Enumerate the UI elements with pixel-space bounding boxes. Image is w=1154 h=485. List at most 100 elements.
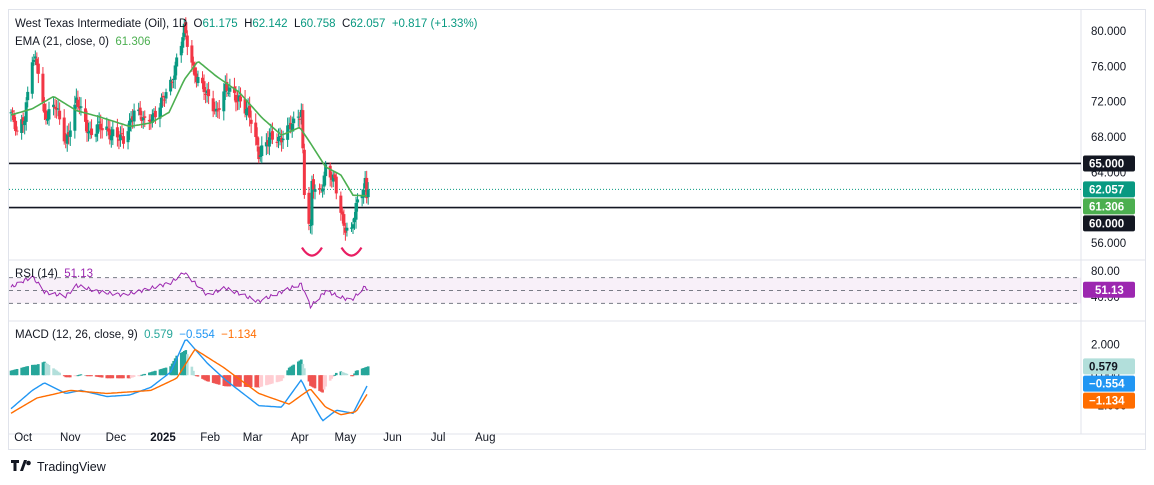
candle-body	[216, 110, 220, 112]
candle-body	[249, 119, 253, 124]
candle-body	[42, 104, 46, 113]
candle-body	[33, 56, 37, 59]
macd-hist-bar	[216, 375, 220, 385]
macd-legend: MACD (12, 26, close, 9) 0.579 −0.554 −1.…	[15, 328, 257, 342]
macd-hist-bar	[245, 375, 248, 387]
price-axis-tick: 68.000	[1091, 132, 1126, 144]
candle-body	[161, 95, 165, 98]
candle-body	[319, 188, 323, 190]
candle-body	[100, 128, 104, 131]
candle-body	[201, 77, 205, 84]
candle-body	[213, 109, 217, 112]
candle-body	[313, 189, 317, 192]
macd-hist-bar	[190, 366, 194, 376]
candle-body	[311, 179, 315, 190]
candle-body	[175, 57, 179, 67]
candle-body	[239, 96, 243, 102]
price-axis-tick: 76.000	[1091, 61, 1126, 73]
candle-body	[243, 99, 247, 114]
macd-hist-bar	[14, 369, 17, 376]
candle-body	[65, 134, 69, 144]
candle-body	[349, 227, 353, 229]
price-axis-tick: 72.000	[1091, 97, 1126, 109]
macd-hist-bar	[266, 375, 270, 385]
macd-hist-bar	[41, 362, 45, 376]
macd-hist-bar	[195, 375, 198, 377]
tradingview-footer: TradingView	[11, 459, 106, 474]
candle-body	[255, 136, 259, 145]
macd-hist-bar	[79, 374, 83, 376]
candle-body	[58, 110, 62, 120]
macd-hist-value: 0.579	[144, 329, 173, 341]
candle-body	[182, 23, 186, 37]
macd-hist-bar	[228, 375, 232, 387]
macd-hist-bar	[152, 371, 156, 376]
macd-hist-bar	[366, 366, 370, 376]
macd-hist-bar	[35, 364, 39, 376]
price-axis-tick: 80.000	[1091, 26, 1126, 38]
macd-hist-bar	[307, 375, 311, 382]
macd-hist-bar	[303, 368, 306, 376]
macd-hist-bar	[258, 375, 262, 387]
candle-body	[138, 107, 142, 116]
macd-hist-bar	[24, 366, 28, 376]
macd-hist-bar	[68, 375, 72, 378]
candle-body	[254, 122, 258, 138]
macd-hist-bar	[88, 375, 92, 377]
price-axis-tick: 56.000	[1091, 238, 1126, 250]
candle-body	[235, 100, 239, 102]
ema-legend: EMA (21, close, 0) 61.306	[15, 35, 151, 49]
candle-body	[30, 62, 34, 94]
candle-body	[129, 118, 133, 123]
macd-hist-bar	[341, 372, 344, 376]
candle-body	[363, 177, 367, 189]
macd-hist-bar	[58, 372, 61, 376]
macd-hist-bar	[37, 364, 40, 376]
candle-body	[131, 116, 135, 121]
high-value: 62.142	[252, 18, 288, 30]
rsi-axis-tick: 80.00	[1091, 266, 1120, 278]
candle-body	[321, 188, 325, 192]
candle-body	[96, 124, 100, 134]
candle-body	[280, 137, 284, 143]
macd-hist-bar	[257, 375, 261, 388]
time-axis-tick: Jun	[383, 432, 402, 444]
candles-group	[9, 17, 370, 241]
macd-hist-bar	[85, 375, 89, 377]
candle-body	[307, 192, 311, 224]
macd-hist-bar	[249, 375, 253, 388]
macd-hist-bar	[15, 368, 19, 376]
candle-body	[115, 127, 119, 138]
macd-axis-tick: 2.000	[1091, 340, 1120, 352]
candle-body	[35, 58, 39, 66]
time-axis-tick: Apr	[291, 432, 309, 444]
macd-hist-bar	[330, 375, 334, 379]
macd-hist-bar	[137, 375, 140, 377]
candle-body	[143, 116, 147, 118]
macd-hist-bar	[207, 375, 210, 382]
close-value: 62.057	[350, 18, 386, 30]
macd-hist-bar	[181, 351, 185, 376]
macd-hist-bar	[318, 375, 321, 391]
candle-body	[12, 113, 16, 123]
chart-canvas: 80.00076.00072.00068.00064.00060.00056.0…	[9, 10, 1145, 444]
rsi-value-box	[1083, 281, 1135, 298]
rsi-line	[10, 272, 369, 310]
macd-hist-bar	[110, 375, 113, 379]
macd-hist-bar	[322, 375, 326, 390]
macd-hist-bar	[217, 375, 221, 385]
candle-body	[15, 130, 19, 132]
macd-hist-bar	[75, 375, 78, 377]
macd-hist-bar	[46, 363, 49, 376]
macd-hist-bar	[43, 361, 46, 376]
candle-body	[214, 108, 218, 112]
candle-body	[47, 109, 51, 120]
macd-hist-bar	[32, 364, 36, 376]
macd-hist-bar	[55, 370, 58, 376]
macd-hist-bar	[20, 367, 23, 376]
macd-hist-bar	[351, 375, 355, 377]
macd-hist-bar	[265, 375, 268, 386]
macd-hist-bar	[47, 365, 51, 376]
candle-body	[170, 81, 174, 83]
candle-body	[278, 136, 282, 138]
